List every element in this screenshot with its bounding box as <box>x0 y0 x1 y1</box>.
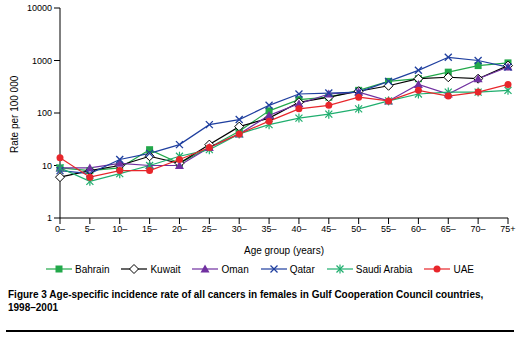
svg-text:75+: 75+ <box>500 224 512 234</box>
html-text:Oman: Oman <box>221 263 249 275</box>
svg-text:0–: 0– <box>55 224 65 234</box>
svg-text:10: 10 <box>42 161 52 171</box>
html-text:Saudi Arabia: Saudi Arabia <box>355 263 413 275</box>
svg-text:5–: 5– <box>85 224 95 234</box>
svg-text:Rate per 100 000: Rate per 100 000 <box>9 75 20 153</box>
svg-text:30–: 30– <box>232 224 247 234</box>
html-text:Figure 3 Age-specific incidenc: Figure 3 Age-specific incidence rate of … <box>8 289 484 313</box>
html-text:Qatar: Qatar <box>289 263 315 275</box>
svg-text:45–: 45– <box>321 224 336 234</box>
html-text:UAE: UAE <box>453 263 474 275</box>
svg-text:Age group (years): Age group (years) <box>244 245 324 256</box>
html-text:Bahrain: Bahrain <box>75 263 110 275</box>
html-text:Kuwait: Kuwait <box>150 263 181 275</box>
svg-text:1000: 1000 <box>32 56 52 66</box>
svg-text:25–: 25– <box>202 224 217 234</box>
svg-text:1: 1 <box>47 213 52 223</box>
svg-text:40–: 40– <box>291 224 306 234</box>
svg-text:65–: 65– <box>441 224 456 234</box>
svg-text:10–: 10– <box>112 224 127 234</box>
svg-text:50–: 50– <box>351 224 366 234</box>
svg-text:10000: 10000 <box>27 3 52 13</box>
svg-text:100: 100 <box>37 108 52 118</box>
svg-text:15–: 15– <box>142 224 157 234</box>
svg-text:55–: 55– <box>381 224 396 234</box>
svg-text:60–: 60– <box>411 224 426 234</box>
svg-text:70–: 70– <box>471 224 486 234</box>
svg-text:35–: 35– <box>262 224 277 234</box>
svg-text:20–: 20– <box>172 224 187 234</box>
